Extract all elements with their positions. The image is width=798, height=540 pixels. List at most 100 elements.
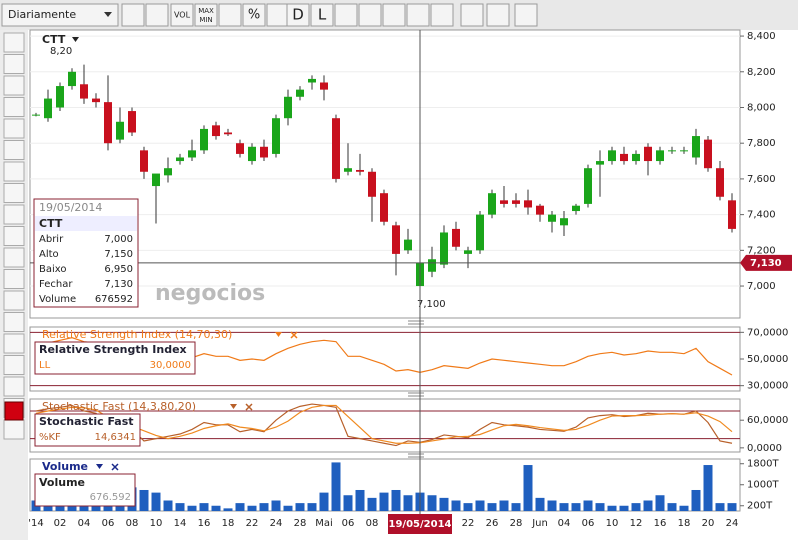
close-icon bbox=[245, 403, 253, 411]
tool-button[interactable] bbox=[266, 3, 290, 27]
x-tick-label: 16 bbox=[654, 518, 667, 529]
side-tool[interactable] bbox=[3, 75, 25, 96]
info-value: 7,130 bbox=[104, 279, 133, 290]
x-tick-label: 16 bbox=[198, 518, 211, 529]
side-tool[interactable] bbox=[3, 333, 25, 354]
zoom-out[interactable] bbox=[406, 3, 430, 27]
tool-button[interactable] bbox=[145, 3, 169, 27]
x-tick-label: 22 bbox=[246, 518, 259, 529]
d-button[interactable] bbox=[286, 3, 310, 27]
close-icon bbox=[290, 331, 298, 339]
candle-body bbox=[584, 168, 592, 204]
help[interactable] bbox=[486, 3, 510, 27]
indicator-title: Relative Strength Index (14,70,30) bbox=[42, 328, 232, 341]
candle-body bbox=[344, 168, 352, 172]
info-date: 19/05/2014 bbox=[39, 201, 102, 214]
volume-bar bbox=[331, 462, 341, 511]
price-tag-label: 7,130 bbox=[750, 258, 782, 269]
print[interactable] bbox=[460, 3, 484, 27]
candle-body bbox=[356, 169, 364, 172]
side-tool[interactable] bbox=[3, 376, 25, 397]
candle-body bbox=[200, 128, 208, 151]
close-icon bbox=[111, 463, 119, 471]
max-label: MAX bbox=[198, 7, 214, 15]
volume-bar bbox=[511, 503, 521, 511]
indicator-line bbox=[35, 403, 733, 447]
side-tool[interactable] bbox=[3, 140, 25, 160]
candle-body bbox=[224, 132, 232, 135]
volume-bar bbox=[139, 489, 149, 511]
volume-bar bbox=[259, 503, 269, 511]
candle-body bbox=[68, 71, 76, 87]
volume-bar bbox=[343, 495, 353, 511]
menu-arrow bbox=[275, 332, 282, 337]
volume-bar bbox=[715, 503, 725, 511]
book[interactable] bbox=[514, 3, 538, 27]
info-symbol: CTT bbox=[39, 217, 63, 230]
tool-button[interactable] bbox=[334, 3, 358, 27]
info-value: 7,150 bbox=[104, 249, 133, 260]
dropdown-arrow bbox=[104, 12, 112, 17]
candle-body bbox=[32, 114, 40, 116]
candle-body bbox=[560, 218, 568, 226]
x-tick-label: 28 bbox=[294, 518, 307, 529]
candle-body bbox=[260, 146, 268, 158]
volume-bar bbox=[319, 492, 329, 511]
side-tool[interactable] bbox=[3, 312, 25, 332]
volume-bar bbox=[667, 503, 677, 511]
candle-body bbox=[536, 205, 544, 215]
x-tick-label: '14 bbox=[28, 518, 43, 529]
side-tool[interactable] bbox=[3, 118, 25, 139]
volume-bar bbox=[223, 508, 233, 511]
indicator-line bbox=[35, 404, 733, 444]
tool-button[interactable] bbox=[382, 3, 406, 27]
pct-button[interactable] bbox=[242, 3, 266, 27]
candle-body bbox=[212, 125, 220, 137]
side-tool[interactable] bbox=[3, 419, 25, 440]
side-tool[interactable] bbox=[3, 269, 25, 289]
period-select[interactable] bbox=[1, 3, 119, 27]
side-tool[interactable] bbox=[3, 247, 25, 268]
price-panel bbox=[29, 29, 741, 319]
grid-button[interactable] bbox=[218, 3, 242, 27]
y-tick-label: 1800T bbox=[747, 459, 779, 470]
maxmin-button[interactable] bbox=[194, 3, 218, 27]
volume-bar bbox=[355, 489, 365, 511]
menu-arrow bbox=[230, 404, 237, 409]
x-tick-label: 20 bbox=[702, 518, 715, 529]
volume-bar bbox=[595, 503, 605, 511]
side-tool[interactable] bbox=[3, 290, 25, 311]
volume-bar bbox=[643, 500, 653, 511]
date-tag bbox=[388, 514, 452, 534]
splitters bbox=[408, 320, 424, 458]
x-tick-label: 24 bbox=[726, 518, 739, 529]
candle-body bbox=[680, 150, 688, 152]
side-tools bbox=[3, 32, 25, 440]
vol-button[interactable] bbox=[170, 3, 194, 27]
side-tool[interactable] bbox=[3, 32, 25, 53]
candle-body bbox=[572, 205, 580, 212]
volume-bar bbox=[151, 492, 161, 511]
tool-button[interactable] bbox=[121, 3, 145, 27]
zoom-in[interactable] bbox=[430, 3, 454, 27]
info-key: Fechar bbox=[39, 279, 73, 290]
side-tool[interactable] bbox=[3, 97, 25, 117]
x-tick-label: 14 bbox=[174, 518, 187, 529]
legend-title: Relative Strength Index bbox=[39, 343, 187, 356]
period-label: Diariamente bbox=[8, 8, 76, 21]
candle-body bbox=[332, 118, 340, 179]
side-tool[interactable] bbox=[3, 226, 25, 246]
l-button[interactable] bbox=[310, 3, 334, 27]
side-tool[interactable] bbox=[3, 204, 25, 225]
side-tool[interactable] bbox=[3, 183, 25, 203]
tool-button[interactable] bbox=[358, 3, 382, 27]
volume-bar bbox=[679, 505, 689, 511]
y-tick-label: 8,400 bbox=[747, 31, 776, 42]
volume-bar bbox=[703, 465, 713, 511]
side-tool[interactable] bbox=[3, 54, 25, 74]
side-tool[interactable] bbox=[3, 161, 25, 182]
y-tick-label: 50,0000 bbox=[747, 354, 788, 365]
volume-bar bbox=[391, 489, 401, 511]
side-tool[interactable] bbox=[3, 355, 25, 375]
